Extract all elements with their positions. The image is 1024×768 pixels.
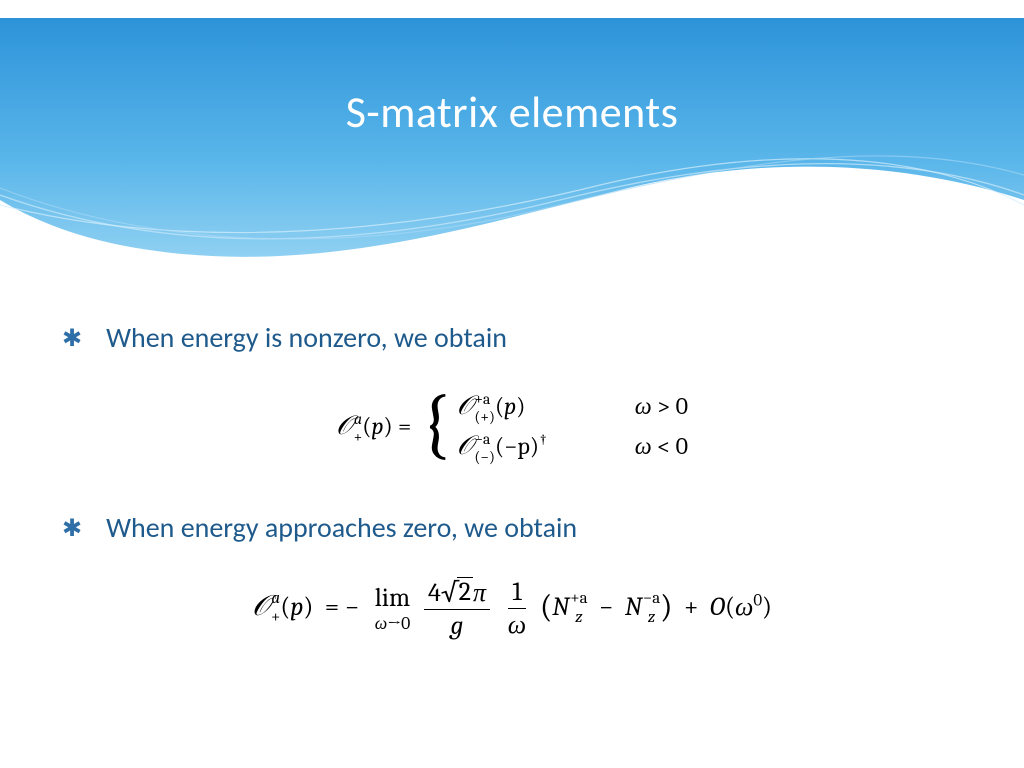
header-wave-bg (0, 0, 1024, 280)
equation-2: 𝒪a+(p) = − lim ω→0 4√2π g 1 ω (N+az − N−… (110, 577, 914, 641)
bullet-asterisk-icon: ✱ (62, 320, 82, 358)
bullet-text-1: When energy is nonzero, we obtain (106, 320, 507, 355)
header: S-matrix elements (0, 0, 1024, 280)
bullet-item-2: ✱ When energy approaches zero, we obtain (110, 510, 914, 548)
bullet-text-2: When energy approaches zero, we obtain (106, 510, 577, 545)
equation-1: 𝒪a+(p) = { 𝒪+a(+)(p) ω > 0 𝒪−a(−)(−p)† (110, 386, 914, 466)
content-area: ✱ When energy is nonzero, we obtain 𝒪a+(… (0, 280, 1024, 641)
bullet-asterisk-icon: ✱ (62, 510, 82, 548)
bullet-item-1: ✱ When energy is nonzero, we obtain (110, 320, 914, 358)
slide-title: S-matrix elements (0, 85, 1024, 139)
